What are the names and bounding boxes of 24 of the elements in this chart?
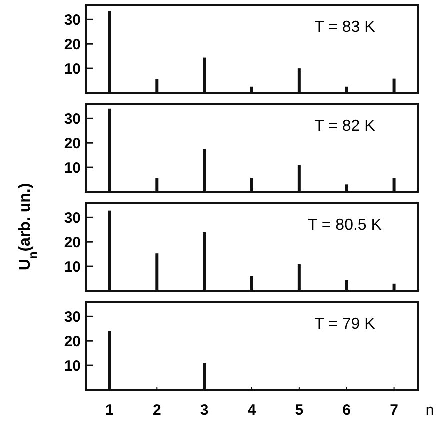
x-tick-label: 1 xyxy=(106,402,114,419)
x-tick-label: 5 xyxy=(295,402,304,419)
x-tick-label: 6 xyxy=(342,402,352,419)
x-axis-title: n xyxy=(426,402,434,419)
y-tick-label: 30 xyxy=(64,110,81,128)
y-tick-label: 30 xyxy=(64,12,81,29)
y-tick-label: 20 xyxy=(64,36,81,54)
y-tick-label: 30 xyxy=(64,210,81,227)
y-tick-label: 20 xyxy=(64,234,81,252)
y-tick-label: 10 xyxy=(64,160,81,177)
annotation: T = 79 K xyxy=(314,316,376,333)
annotation: T = 80.5 K xyxy=(308,217,382,234)
y-tick-label: 10 xyxy=(64,258,81,276)
y-tick-label: 20 xyxy=(64,135,81,152)
annotation: T = 82 K xyxy=(314,118,376,135)
y-tick-label: 20 xyxy=(64,333,81,350)
y-tick-label: 10 xyxy=(64,358,81,375)
annotation: T = 83 K xyxy=(314,19,376,36)
x-tick-label: 3 xyxy=(200,402,209,419)
x-tick-label: 7 xyxy=(390,402,398,419)
y-tick-label: 10 xyxy=(64,60,81,78)
x-tick-label: 2 xyxy=(152,402,162,419)
y-tick-label: 30 xyxy=(64,308,81,326)
x-tick-label: 4 xyxy=(248,402,257,419)
